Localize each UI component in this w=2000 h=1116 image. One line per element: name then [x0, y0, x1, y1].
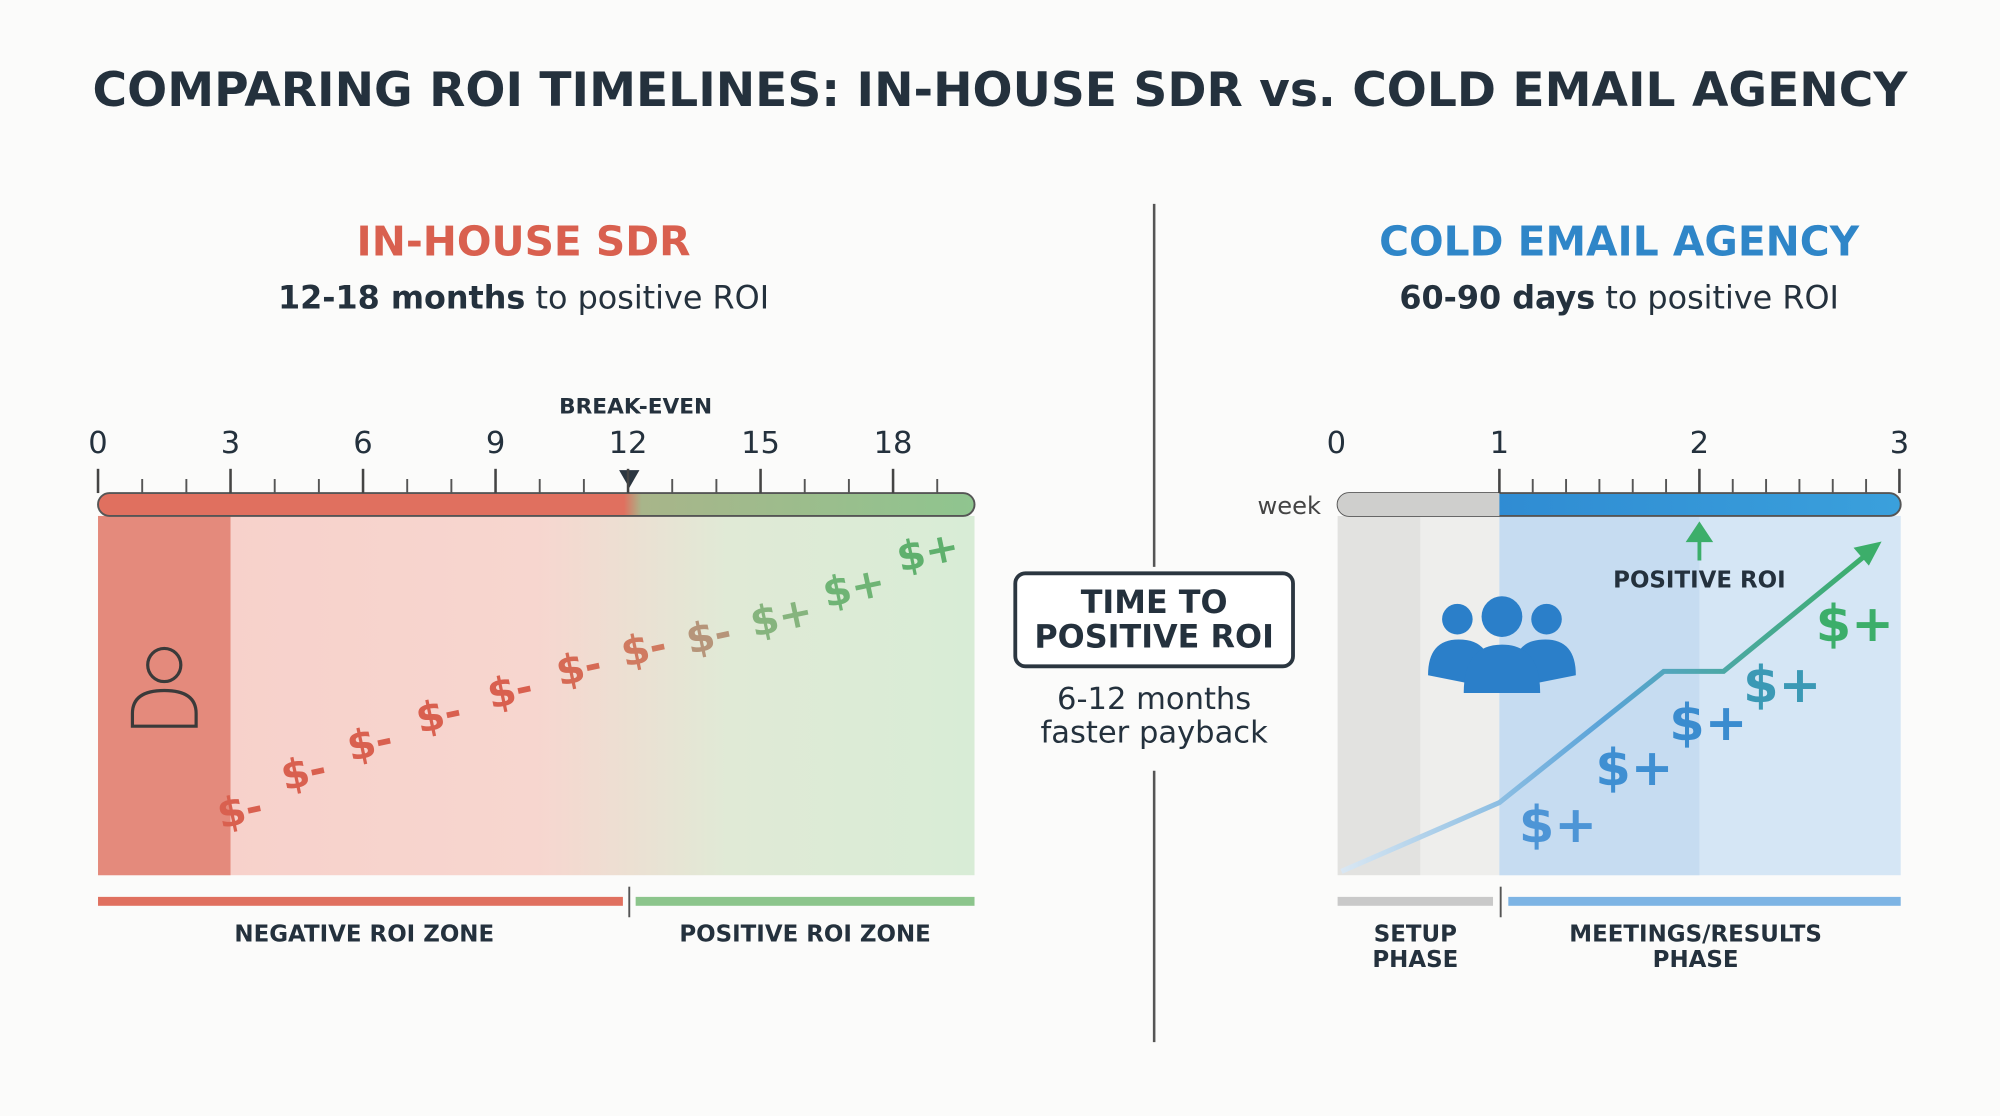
timeline-area: [98, 515, 975, 876]
left-subtitle: 12-18 months to positive ROI: [278, 278, 769, 316]
positive-roi-label: POSITIVE ROI: [1613, 567, 1786, 593]
tick-label: 1: [1490, 426, 1509, 461]
negative-zone-line: [98, 896, 623, 906]
money-sign: $-: [343, 715, 397, 771]
setup-line: [1337, 896, 1494, 906]
team-icon: [1428, 596, 1576, 694]
setup-area: [1337, 515, 1421, 876]
tick-label: 6: [353, 426, 372, 461]
money-sign: $-: [483, 662, 537, 718]
ramp-zone: [98, 515, 231, 876]
phase-label: PHASE: [1372, 947, 1458, 973]
tick-label: 0: [88, 426, 107, 461]
results-line: [1508, 896, 1901, 906]
left-heading: IN-HOUSE SDR: [357, 218, 691, 266]
money-sign: $-: [552, 639, 606, 695]
money-sign: $-: [617, 620, 671, 676]
subtitle-bold: 12-18 months: [278, 278, 525, 316]
tick-label: 12: [609, 426, 648, 461]
center-note: 6-12 months: [1057, 682, 1251, 717]
trend-line: [1340, 554, 1866, 874]
tick-label: 15: [741, 426, 780, 461]
tick-label: 3: [221, 426, 240, 461]
tick-label: 9: [486, 426, 505, 461]
money-sign: $-: [276, 744, 330, 800]
right-subtitle: 60-90 days to positive ROI: [1399, 278, 1839, 316]
tick-label: 3: [1890, 426, 1909, 461]
subtitle-bold: 60-90 days: [1399, 278, 1595, 316]
money-sign: $-: [213, 782, 267, 838]
zone-label: NEGATIVE ROI ZONE: [234, 922, 494, 948]
setup-area: [1420, 515, 1500, 876]
money-sign: $+: [1519, 796, 1597, 855]
center-box-text: POSITIVE ROI: [1034, 617, 1274, 655]
center-box: [1013, 571, 1295, 669]
break-even-label: BREAK-EVEN: [559, 395, 712, 420]
money-sign: $+: [1669, 694, 1747, 753]
positive-zone-line: [635, 896, 975, 906]
money-sign: $+: [1816, 595, 1894, 654]
unit-label: week: [1257, 492, 1321, 520]
center-note: faster payback: [1040, 715, 1268, 750]
money-sign: $+: [1595, 739, 1673, 798]
subtitle-rest: to positive ROI: [1595, 278, 1839, 316]
phase-label: MEETINGS/RESULTS: [1569, 922, 1822, 948]
center-box-text: TIME TO: [1081, 583, 1228, 621]
title: COMPARING ROI TIMELINES: IN-HOUSE SDR vs…: [93, 63, 1909, 118]
timeline-bar: [97, 492, 976, 517]
phase-label: SETUP: [1374, 922, 1457, 948]
trend-arrow: [1853, 541, 1882, 566]
phase-label: PHASE: [1653, 947, 1739, 973]
results-area: [1499, 515, 1700, 876]
tick-label: 18: [874, 426, 913, 461]
tick-label: 2: [1690, 426, 1709, 461]
tick-label: 0: [1327, 426, 1346, 461]
positive-arrow: [1685, 521, 1714, 561]
right-heading: COLD EMAIL AGENCY: [1379, 218, 1860, 266]
person-icon: [130, 646, 198, 728]
money-sign: $-: [411, 687, 465, 743]
money-sign: $+: [1743, 656, 1821, 715]
subtitle-rest: to positive ROI: [525, 278, 769, 316]
setup-bar: [1337, 493, 1500, 516]
zone-label: POSITIVE ROI ZONE: [679, 922, 930, 948]
money-sign: $-: [682, 608, 736, 664]
